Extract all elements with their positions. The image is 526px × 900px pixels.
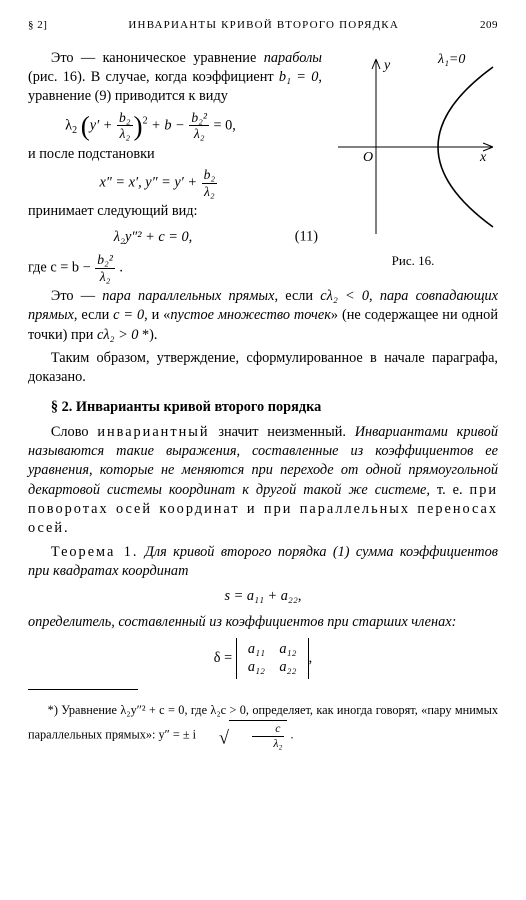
figure-caption: Рис. 16. (328, 252, 498, 270)
svg-text:O: O (363, 150, 373, 165)
svg-text:λ₁=0: λ₁=0 (437, 52, 465, 67)
header-left: § 2] (28, 18, 47, 33)
section-2-heading: § 2. Инварианты кривой второго порядка (28, 398, 498, 417)
paragraph-conclusion: Таким образом, утверждение, сформулирова… (28, 349, 498, 388)
equation-s: s = a₁₁ + a₂₂, (28, 587, 498, 606)
parabola-plot: y λ₁=0 O x (328, 49, 498, 244)
paragraph-pair-lines: Это — пара параллельных прямых, если cλ₂… (28, 287, 498, 345)
paragraph-invariant-def: Слово инвариантный значит неизменный. Ин… (28, 423, 498, 539)
equation-number-11: (11) (295, 228, 318, 247)
equation-11: λ₂y″² + c = 0, (11) (28, 228, 498, 247)
page-header: § 2] ИНВАРИАНТЫ КРИВОЙ ВТОРОГО ПОРЯДКА 2… (28, 18, 498, 33)
header-center: ИНВАРИАНТЫ КРИВОЙ ВТОРОГО ПОРЯДКА (128, 18, 399, 33)
equation-delta: δ = a₁₁a₁₂ a₁₂a₂₂ , (28, 638, 498, 679)
svg-text:x: x (479, 150, 487, 165)
footnote-rule (28, 689, 138, 690)
header-page-number: 209 (480, 18, 498, 33)
theorem-1: Теорема 1. Для кривой второго порядка (1… (28, 543, 498, 582)
theorem-label: Теорема 1. (51, 544, 139, 560)
svg-text:y: y (382, 58, 391, 73)
paragraph-determinant: определитель, составленный из коэффициен… (28, 613, 498, 632)
footnote: *) Уравнение λ₂y″² + c = 0, где λ₂c > 0,… (28, 702, 498, 751)
